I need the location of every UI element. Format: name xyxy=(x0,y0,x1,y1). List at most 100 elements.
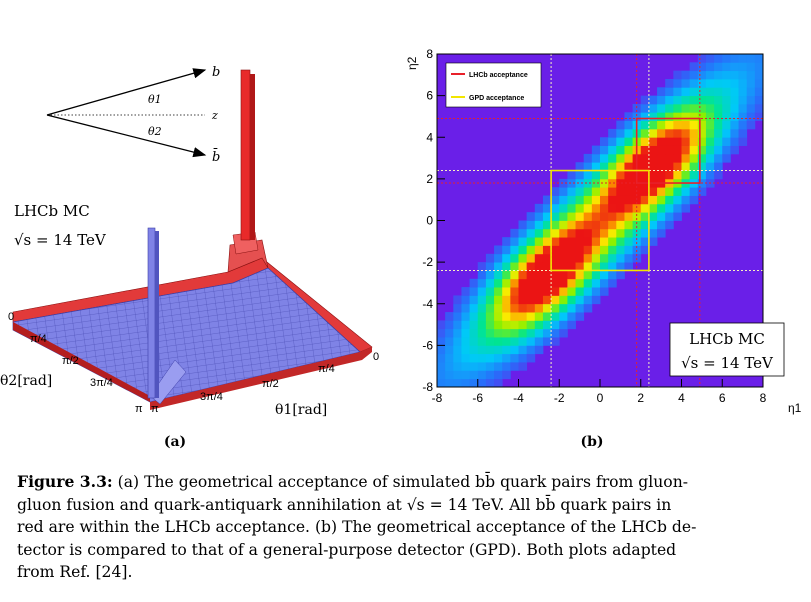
heatmap-cell xyxy=(485,303,495,313)
heatmap-cell xyxy=(518,262,528,271)
heatmap-cell xyxy=(591,287,601,296)
heatmap-cell xyxy=(673,112,682,121)
heatmap-cell xyxy=(526,220,536,230)
heatmap-cell xyxy=(754,62,764,72)
heatmap-cell xyxy=(469,320,479,330)
heatmap-cell xyxy=(510,328,519,338)
x-tick-label: 2 xyxy=(637,391,644,405)
heatmap-cell xyxy=(534,328,544,338)
theta2-axis: 0 π/4 π/2 3π/4 π θ2[rad] xyxy=(0,311,143,415)
heatmap-cell xyxy=(640,112,650,121)
heatmap-cell xyxy=(673,153,682,163)
heatmap-cell xyxy=(608,270,617,280)
heatmap-cell xyxy=(591,270,601,280)
heatmap-cell xyxy=(714,137,723,146)
heatmap-cell xyxy=(624,178,633,188)
heatmap-cell xyxy=(640,137,650,146)
heatmap-cell xyxy=(705,87,715,97)
x-tick-label: 4 xyxy=(678,391,685,405)
heatmap-cell xyxy=(657,162,666,171)
heatmap-cell xyxy=(681,87,691,97)
heatmap-cell xyxy=(665,187,674,196)
heatmap-cell xyxy=(567,270,576,280)
heatmap-cell xyxy=(469,337,479,346)
heatmap-cell xyxy=(754,103,764,113)
heatmap-cell xyxy=(461,320,470,330)
heatmap-cell xyxy=(534,262,544,271)
heatmap-cell xyxy=(632,237,642,246)
heatmap-cell xyxy=(526,237,536,246)
heatmap-cell xyxy=(648,237,658,246)
heatmap-cell xyxy=(534,278,544,288)
heatmap-cell xyxy=(559,253,568,263)
heatmap-cell xyxy=(502,278,511,288)
heatmap-cell xyxy=(526,328,536,338)
heatmap-cell xyxy=(746,62,756,72)
heatmap-cell xyxy=(485,253,495,263)
heatmap-cell xyxy=(559,220,568,230)
heatmap-cell xyxy=(632,112,642,121)
heatmap-cell xyxy=(616,162,625,171)
heatmap-cell xyxy=(445,320,454,330)
heatmap-cell xyxy=(657,228,666,238)
heatmap-cell xyxy=(575,253,585,263)
heatmap-cell xyxy=(534,237,544,246)
heatmap-cell xyxy=(624,228,633,238)
heatmap-cell xyxy=(437,353,446,363)
heatmap-cell xyxy=(518,303,528,313)
heatmap-cell xyxy=(542,195,552,205)
heatmap-cell xyxy=(673,78,682,88)
heatmap-cell xyxy=(689,137,699,146)
annotation-line: LHCb MC xyxy=(689,330,765,348)
heatmap-cell xyxy=(665,162,674,171)
heatmap-cell xyxy=(502,345,511,355)
heatmap-cell xyxy=(640,228,650,238)
heatmap-cell xyxy=(559,228,568,238)
heatmap-cell xyxy=(657,112,666,121)
heatmap-cell xyxy=(567,203,576,213)
heatmap-cell xyxy=(591,262,601,271)
heatmap-cell xyxy=(600,220,609,230)
heatmap-cell xyxy=(738,120,748,130)
heatmap-cell xyxy=(681,103,691,113)
heatmap-cell xyxy=(624,153,633,163)
heatmap-cell xyxy=(673,170,682,180)
heatmap-cell xyxy=(583,303,593,313)
heatmap-cell xyxy=(624,237,633,246)
heatmap-cell xyxy=(640,128,650,138)
heatmap-cell xyxy=(542,312,552,321)
heatmap-cell xyxy=(665,203,674,213)
heatmap-cell xyxy=(657,170,666,180)
heatmap-cell xyxy=(648,228,658,238)
heatmap-cell xyxy=(681,137,691,146)
heatmap-cell xyxy=(681,195,691,205)
panel-b: LHCb acceptance GPD acceptance LHCb MC √… xyxy=(405,47,802,450)
heatmap-cell xyxy=(657,87,666,97)
heatmap-cell xyxy=(461,378,470,388)
heatmap-cell xyxy=(583,287,593,296)
heatmap-cell xyxy=(461,287,470,296)
caption-figure-label: Figure 3.3: xyxy=(17,472,113,491)
heatmap-cell xyxy=(608,220,617,230)
heatmap-cell xyxy=(485,353,495,363)
heatmap-cell xyxy=(624,170,633,180)
heatmap-cell xyxy=(477,370,487,380)
heatmap-cell xyxy=(518,320,528,330)
heatmap-cell xyxy=(657,137,666,146)
heatmap-cell xyxy=(608,212,617,221)
heatmap-cell xyxy=(477,262,487,271)
heatmap-cell xyxy=(510,362,519,371)
heatmap-cell xyxy=(502,362,511,371)
heatmap-cell xyxy=(681,95,691,105)
heatmap-cell xyxy=(608,262,617,271)
heatmap-cell xyxy=(551,287,560,296)
heatmap-cell xyxy=(616,187,625,196)
heatmap-cell xyxy=(608,237,617,246)
heatmap-cell xyxy=(453,295,462,305)
red-spike xyxy=(240,69,251,241)
heatmap-cell xyxy=(673,95,682,105)
heatmap-cell xyxy=(689,162,699,171)
x-tick-label: 6 xyxy=(719,391,726,405)
heatmap-cell xyxy=(567,228,576,238)
heatmap-cell xyxy=(632,228,642,238)
